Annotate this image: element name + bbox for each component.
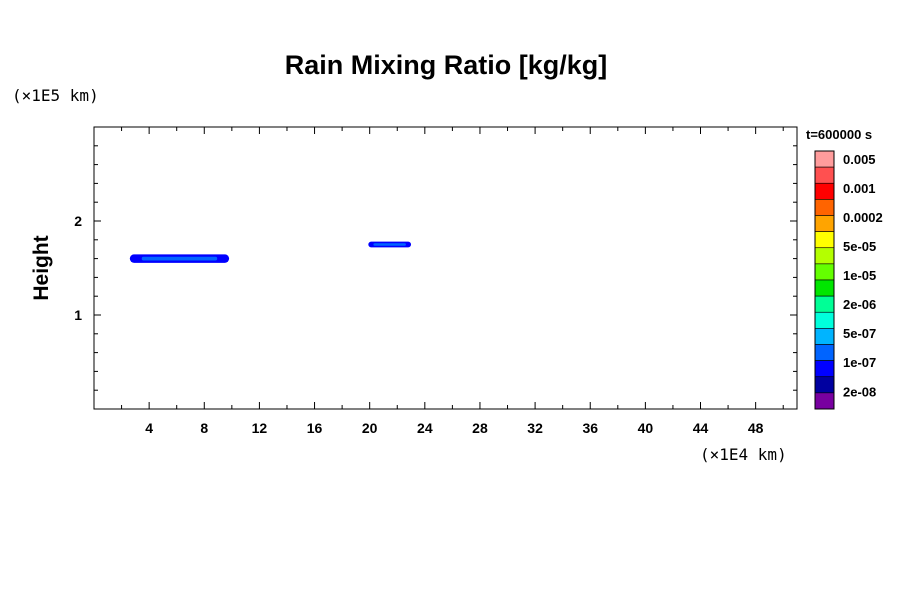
colorbar-label: 2e-08 (843, 384, 876, 399)
y-unit-label: (×1E5 km) (12, 86, 99, 105)
colorbar-cell (814, 360, 835, 378)
colorbar-frame (814, 150, 835, 410)
colorbar-cell (814, 328, 835, 345)
axis-ticks (94, 127, 797, 409)
colorbar-cell (814, 344, 835, 361)
colorbar-cell (814, 263, 835, 281)
x-tick-label: 12 (252, 420, 268, 436)
colorbar-cell (814, 199, 835, 216)
colorbar-label: 0.0002 (843, 210, 883, 225)
colorbar-label: 0.005 (843, 152, 876, 167)
colorbar-cell (814, 295, 835, 313)
colorbar-cell (814, 311, 835, 329)
colorbar-cell (814, 166, 835, 184)
colorbar-labels: 0.005 0.001 0.0002 5e-05 1e-05 2e-06 5e-07 1e-0… (843, 152, 883, 399)
x-tick-label: 48 (748, 420, 764, 436)
x-tick-label: 4 (145, 420, 153, 436)
colorbar-cell (814, 279, 835, 297)
colorbar-label: 1e-07 (843, 355, 876, 370)
x-tick-label: 32 (527, 420, 543, 436)
colorbar-cell (814, 247, 835, 265)
x-tick-label: 40 (638, 420, 654, 436)
colorbar-cell (814, 150, 835, 168)
colorbar-cell (814, 182, 835, 200)
colorbar-label: 2e-06 (843, 297, 876, 312)
colorbar: 0.005 0.001 0.0002 5e-05 1e-05 2e-06 5e-07 1e-0… (814, 150, 883, 410)
rain-band-2-core (373, 243, 406, 246)
colorbar-label: 5e-07 (843, 326, 876, 341)
colorbar-label: 1e-05 (843, 268, 876, 283)
x-tick-label: 8 (200, 420, 208, 436)
x-tick-label: 28 (472, 420, 488, 436)
contour-features (129, 241, 412, 263)
x-tick-label: 36 (582, 420, 598, 436)
x-unit-label: (×1E4 km) (700, 445, 787, 464)
plot-frame (93, 126, 798, 410)
x-tick-label: 44 (693, 420, 709, 436)
x-tick-label: 20 (362, 420, 378, 436)
colorbar-label: 5e-05 (843, 239, 876, 254)
y-axis-label: Height (30, 235, 53, 300)
colorbar-label: 0.001 (843, 181, 876, 196)
y-tick-label: 1 (74, 307, 82, 323)
y-tick-label: 2 (74, 213, 82, 229)
colorbar-cell (814, 215, 835, 232)
rain-band-1-core (141, 256, 218, 261)
x-tick-label: 16 (307, 420, 323, 436)
chart-title: Rain Mixing Ratio [kg/kg] (285, 50, 608, 80)
plot-area: 4 8 12 16 20 24 28 32 36 40 44 48 12 (74, 126, 798, 436)
x-tick-labels: 4 8 12 16 20 24 28 32 36 40 44 48 (145, 420, 763, 436)
colorbar-cell (814, 231, 835, 249)
y-tick-labels: 12 (74, 213, 82, 323)
colorbar-cell (814, 392, 835, 410)
colorbar-cells (814, 150, 835, 410)
time-label: t=600000 s (806, 127, 872, 142)
colorbar-cell (814, 376, 835, 394)
x-tick-label: 24 (417, 420, 433, 436)
